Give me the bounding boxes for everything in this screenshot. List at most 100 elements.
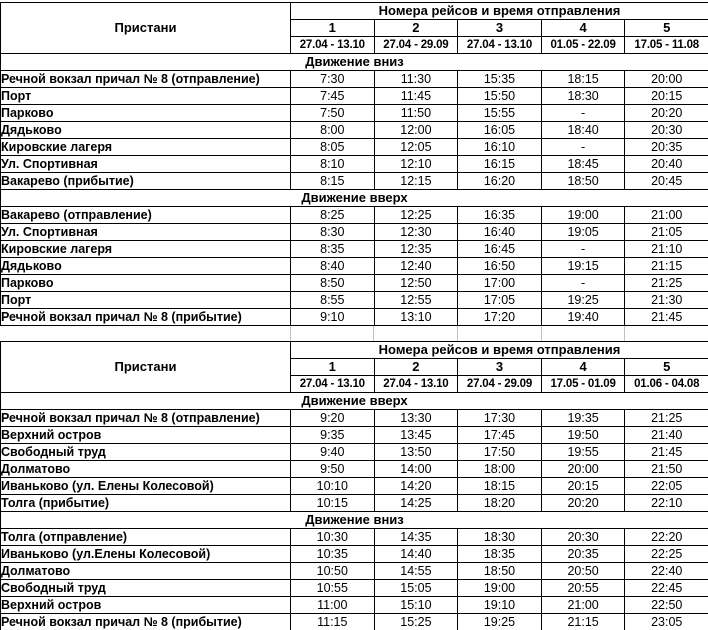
trip-number: 3 xyxy=(457,19,542,37)
departure-time: 18:50 xyxy=(457,562,542,580)
departure-time: 16:50 xyxy=(457,257,542,275)
departure-time: 16:20 xyxy=(457,172,542,190)
departure-time: 22:25 xyxy=(624,545,708,563)
station-name: Вакарево (отправление) xyxy=(0,206,291,224)
departure-time: 21:00 xyxy=(624,206,708,224)
departure-time: 11:45 xyxy=(373,87,459,105)
timetable-row: Речной вокзал причал № 8 (отправление) 7:… xyxy=(0,70,708,88)
direction-section-row: Движение вверх xyxy=(0,189,708,207)
departure-time: 20:00 xyxy=(624,70,708,88)
timetable-row: Кировские лагеря 8:05 12:05 16:10-20:35 xyxy=(0,138,708,156)
gap-gridline xyxy=(457,326,458,341)
trip-number: 1 xyxy=(290,358,375,376)
date-range: 27.04 - 13.10 xyxy=(457,36,542,54)
departure-time: 7:50 xyxy=(290,104,375,122)
departure-time: 21:30 xyxy=(624,291,708,309)
station-name: Парково xyxy=(0,104,291,122)
departure-time: 13:30 xyxy=(373,409,459,427)
departure-time: 14:35 xyxy=(373,528,459,546)
departure-time: 8:30 xyxy=(290,223,375,241)
departure-time: 21:25 xyxy=(624,274,708,292)
direction-section-header: Движение вниз xyxy=(0,511,708,529)
departure-time: 19:25 xyxy=(540,291,626,309)
header-row: Пристани Номера рейсов и время отправлен… xyxy=(0,2,708,54)
trip-number: 2 xyxy=(373,358,459,376)
departure-time: 17:00 xyxy=(457,274,542,292)
departure-time: 15:35 xyxy=(457,70,542,88)
timetable-row: Речной вокзал причал № 8 (прибытие) 11:15… xyxy=(0,613,708,630)
departure-time: 18:45 xyxy=(540,155,626,173)
departure-time: 10:15 xyxy=(290,494,375,512)
direction-section-row: Движение вниз xyxy=(0,511,708,529)
departure-time: - xyxy=(540,240,626,258)
departure-time: 16:45 xyxy=(457,240,542,258)
departure-time: - xyxy=(540,104,626,122)
departure-time: 15:10 xyxy=(373,596,459,614)
gap-gridline xyxy=(624,326,625,341)
station-name: Порт xyxy=(0,291,291,309)
date-range: 27.04 - 29.09 xyxy=(457,375,542,393)
departure-time: 21:15 xyxy=(540,613,626,630)
tables-gap xyxy=(0,326,708,341)
departure-time: 18:30 xyxy=(540,87,626,105)
departure-time: 19:25 xyxy=(457,613,542,630)
departure-time: 17:30 xyxy=(457,409,542,427)
direction-section-header: Движение вниз xyxy=(0,53,708,71)
departure-time: 19:10 xyxy=(457,596,542,614)
departure-time: 11:00 xyxy=(290,596,375,614)
trip-number: 4 xyxy=(540,358,626,376)
departure-time: 16:35 xyxy=(457,206,542,224)
station-name: Свободный труд xyxy=(0,579,291,597)
departure-time: 8:05 xyxy=(290,138,375,156)
departure-time: 15:55 xyxy=(457,104,542,122)
departure-time: 7:45 xyxy=(290,87,375,105)
departure-time: 20:55 xyxy=(540,579,626,597)
station-name: Кировские лагеря xyxy=(0,240,291,258)
trip-number: 5 xyxy=(624,358,708,376)
departure-time: 13:10 xyxy=(373,308,459,326)
departure-time: 15:05 xyxy=(373,579,459,597)
departure-time: 12:40 xyxy=(373,257,459,275)
departure-time: 12:50 xyxy=(373,274,459,292)
trip-number: 5 xyxy=(624,19,708,37)
station-name: Верхний остров xyxy=(0,596,291,614)
date-range: 27.04 - 29.09 xyxy=(373,36,459,54)
timetable-row: Кировские лагеря 8:35 12:35 16:45-21:10 xyxy=(0,240,708,258)
timetable-row: Ул. Спортивная 8:10 12:10 16:15 18:45 20:40 xyxy=(0,155,708,173)
departure-time: 20:40 xyxy=(624,155,708,173)
departure-time: 8:40 xyxy=(290,257,375,275)
departure-time: 20:30 xyxy=(624,121,708,139)
departure-time: 17:45 xyxy=(457,426,542,444)
departure-time: 12:30 xyxy=(373,223,459,241)
departure-time: 19:00 xyxy=(457,579,542,597)
station-name: Вакарево (прибытие) xyxy=(0,172,291,190)
departure-time: 8:10 xyxy=(290,155,375,173)
departure-time: 15:50 xyxy=(457,87,542,105)
station-name: Дядьково xyxy=(0,257,291,275)
departure-time: - xyxy=(540,138,626,156)
timetable-row: Речной вокзал причал № 8 (прибытие) 9:10 1… xyxy=(0,308,708,326)
departure-time: 20:15 xyxy=(624,87,708,105)
departure-time: 21:50 xyxy=(624,460,708,478)
date-range: 27.04 - 13.10 xyxy=(290,375,375,393)
departure-time: 18:50 xyxy=(540,172,626,190)
station-name: Иваньково (ул.Елены Колесовой) xyxy=(0,545,291,563)
timetable-row: Верхний остров 11:00 15:10 19:10 21:00 22:50 xyxy=(0,596,708,614)
departure-time: 19:55 xyxy=(540,443,626,461)
station-name: Иваньково (ул. Елены Колесовой) xyxy=(0,477,291,495)
timetable-row: Парково 7:50 11:50 15:55-20:20 xyxy=(0,104,708,122)
departure-time: 14:20 xyxy=(373,477,459,495)
departure-time: 18:20 xyxy=(457,494,542,512)
timetable-row: Верхний остров 9:35 13:45 17:45 19:50 21:40 xyxy=(0,426,708,444)
departure-time: 14:00 xyxy=(373,460,459,478)
departure-time: 7:30 xyxy=(290,70,375,88)
date-range: 17.05 - 01.09 xyxy=(540,375,626,393)
departure-time: 19:05 xyxy=(540,223,626,241)
gap-gridline xyxy=(373,326,374,341)
timetable-row: Порт 7:45 11:45 15:50 18:30 20:15 xyxy=(0,87,708,105)
station-name: Дядьково xyxy=(0,121,291,139)
timetable-row: Вакарево (прибытие) 8:15 12:15 16:20 18:50 20… xyxy=(0,172,708,190)
departure-time: 14:40 xyxy=(373,545,459,563)
departure-time: 20:00 xyxy=(540,460,626,478)
